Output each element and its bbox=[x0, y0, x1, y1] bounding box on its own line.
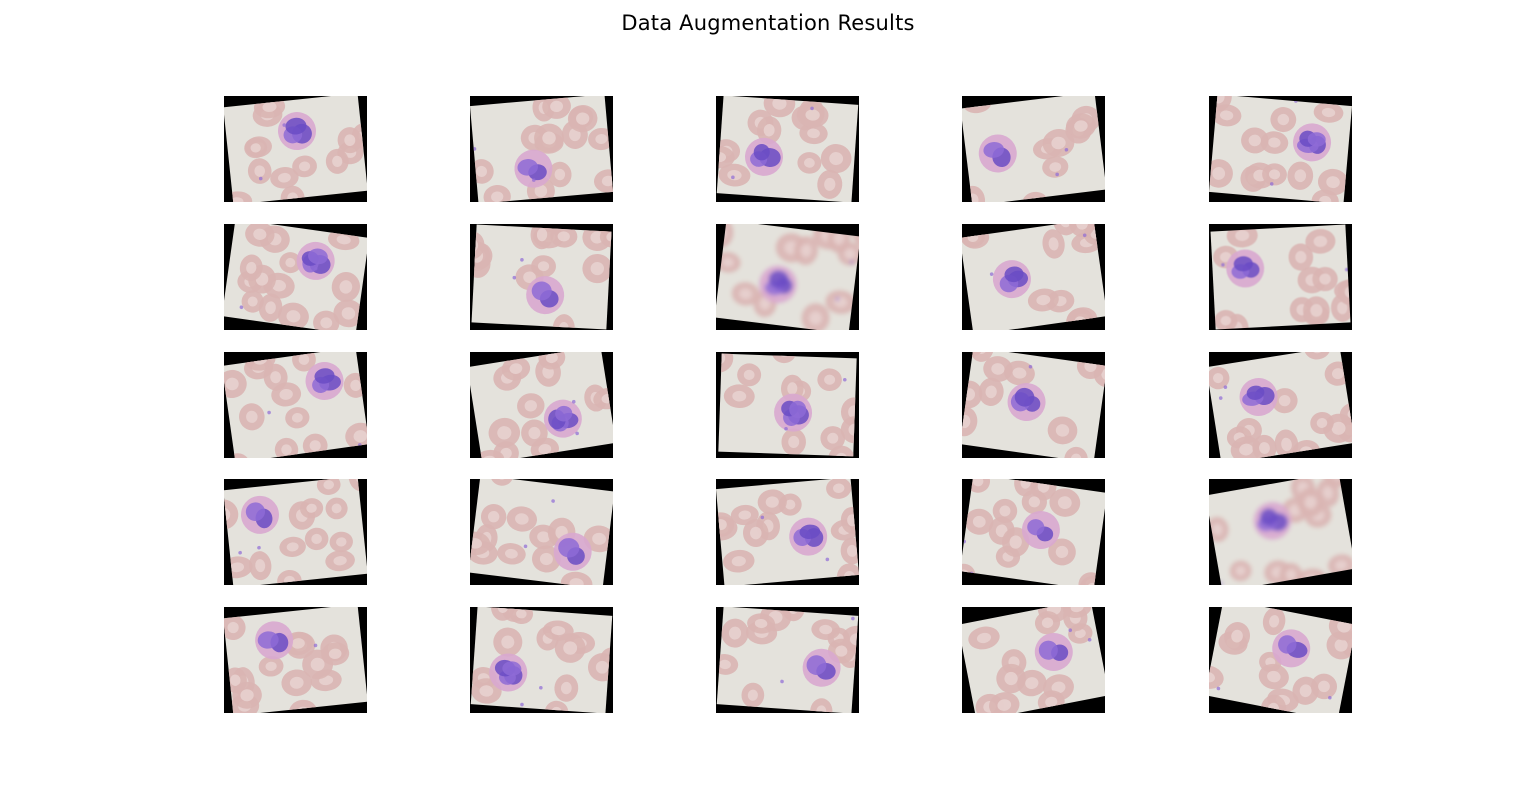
white-blood-cell bbox=[1007, 383, 1046, 422]
white-blood-cell bbox=[1272, 629, 1311, 668]
white-blood-cell bbox=[774, 393, 813, 432]
blood-smear-image bbox=[224, 224, 367, 330]
white-blood-cell bbox=[277, 112, 316, 151]
white-blood-cell bbox=[1253, 501, 1292, 540]
blood-smear-image bbox=[716, 479, 859, 585]
augmented-image-21 bbox=[224, 607, 367, 713]
blood-smear-image bbox=[962, 96, 1105, 202]
augmented-image-2 bbox=[470, 96, 613, 202]
blood-smear-image bbox=[470, 96, 613, 202]
white-blood-cell bbox=[1239, 377, 1278, 416]
blood-smear-image bbox=[962, 479, 1105, 585]
white-blood-cell bbox=[514, 149, 553, 188]
augmented-image-8 bbox=[716, 224, 859, 330]
white-blood-cell bbox=[978, 134, 1017, 173]
augmented-image-6 bbox=[224, 224, 367, 330]
blood-smear-image bbox=[1209, 96, 1352, 202]
white-blood-cell bbox=[789, 517, 828, 556]
blood-smear-image bbox=[716, 607, 859, 713]
augmented-image-13 bbox=[716, 352, 859, 458]
blood-smear-image bbox=[470, 352, 613, 458]
augmented-image-7 bbox=[470, 224, 613, 330]
augmented-image-9 bbox=[962, 224, 1105, 330]
augmented-image-1 bbox=[224, 96, 367, 202]
augmented-image-3 bbox=[716, 96, 859, 202]
augmented-image-12 bbox=[470, 352, 613, 458]
augmented-image-23 bbox=[716, 607, 859, 713]
augmented-image-20 bbox=[1209, 479, 1352, 585]
blood-smear-image bbox=[1209, 479, 1352, 585]
white-blood-cell bbox=[1034, 632, 1073, 671]
blood-smear-image bbox=[962, 607, 1105, 713]
blood-smear-image bbox=[962, 352, 1105, 458]
augmented-image-5 bbox=[1209, 96, 1352, 202]
white-blood-cell bbox=[543, 399, 582, 438]
augmented-image-25 bbox=[1209, 607, 1352, 713]
augmented-image-14 bbox=[962, 352, 1105, 458]
white-blood-cell bbox=[745, 137, 784, 176]
white-blood-cell bbox=[489, 653, 528, 692]
white-blood-cell bbox=[1021, 511, 1060, 550]
white-blood-cell bbox=[992, 260, 1031, 299]
blood-smear-image bbox=[1209, 352, 1352, 458]
blood-smear-image bbox=[1210, 224, 1351, 330]
blood-smear-image bbox=[718, 353, 857, 457]
blood-smear-image bbox=[471, 224, 612, 330]
blood-smear-image bbox=[1209, 607, 1352, 713]
augmented-image-19 bbox=[962, 479, 1105, 585]
augmented-image-4 bbox=[962, 96, 1105, 202]
white-blood-cell bbox=[526, 276, 565, 315]
white-blood-cell bbox=[255, 621, 294, 660]
figure-title: Data Augmentation Results bbox=[621, 11, 915, 35]
blood-smear-image bbox=[224, 352, 367, 458]
blood-smear-image bbox=[716, 224, 859, 330]
white-blood-cell bbox=[305, 361, 344, 400]
blood-smear-image bbox=[962, 224, 1105, 330]
white-blood-cell bbox=[1293, 123, 1332, 162]
white-blood-cell bbox=[802, 648, 841, 687]
augmented-image-16 bbox=[224, 479, 367, 585]
augmented-image-11 bbox=[224, 352, 367, 458]
white-blood-cell bbox=[553, 532, 592, 571]
blood-smear-image bbox=[470, 479, 613, 585]
white-blood-cell bbox=[1226, 249, 1265, 288]
augmented-image-18 bbox=[716, 479, 859, 585]
blood-smear-image bbox=[470, 607, 613, 713]
blood-smear-image bbox=[716, 96, 859, 202]
white-blood-cell bbox=[759, 265, 798, 304]
augmented-image-10 bbox=[1209, 224, 1352, 330]
augmented-image-15 bbox=[1209, 352, 1352, 458]
blood-smear-image bbox=[224, 96, 367, 202]
augmented-image-22 bbox=[470, 607, 613, 713]
blood-smear-image bbox=[224, 607, 367, 713]
augmented-image-17 bbox=[470, 479, 613, 585]
augmented-image-24 bbox=[962, 607, 1105, 713]
blood-smear-image bbox=[224, 479, 367, 585]
white-blood-cell bbox=[240, 495, 279, 534]
